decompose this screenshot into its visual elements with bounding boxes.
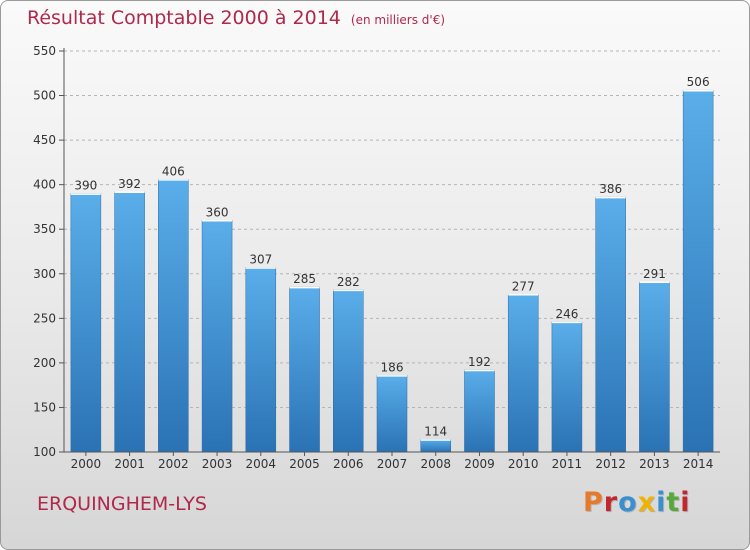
y-tick-label: 100: [33, 445, 56, 459]
x-tick-label: 2014: [683, 457, 714, 471]
x-tick-label: 2008: [420, 457, 451, 471]
bar-2011[interactable]: [551, 321, 583, 453]
x-tick-label: 2004: [246, 457, 277, 471]
bar-2004[interactable]: [245, 267, 277, 453]
x-tick-label: 2006: [333, 457, 364, 471]
bar-2007[interactable]: [376, 375, 408, 453]
proxiti-logo[interactable]: Proxiti: [583, 487, 691, 518]
logo-letter: r: [603, 487, 619, 518]
y-tick-label: 550: [33, 44, 56, 58]
bar-2014[interactable]: [682, 89, 714, 453]
x-tick-label: 2009: [464, 457, 495, 471]
bar-2010[interactable]: [507, 294, 539, 453]
bar-2008[interactable]: [420, 439, 451, 453]
x-tick-label: 2005: [289, 457, 320, 471]
y-tick-label: 500: [33, 89, 56, 103]
bar-2005[interactable]: [289, 286, 320, 453]
bar-value-label: 277: [512, 279, 535, 293]
y-tick-label: 400: [33, 178, 56, 192]
bar-value-label: 291: [643, 267, 666, 281]
bar-value-label: 282: [337, 275, 360, 289]
bar-value-label: 506: [687, 75, 710, 89]
y-tick-label: 200: [33, 356, 56, 370]
labels: 100 150 200 250 300 350 400 450 500 550 390 2000 392…: [33, 44, 713, 471]
bar-value-label: 307: [249, 253, 272, 267]
title-unit: (en milliers d'€): [350, 13, 446, 27]
y-tick-label: 450: [33, 133, 56, 147]
bar-value-label: 390: [74, 179, 97, 193]
y-tick-label: 150: [33, 400, 56, 414]
y-tick-label: 250: [33, 311, 56, 325]
city-name: ERQUINGHEM-LYS: [37, 493, 207, 515]
bar-value-label: 192: [468, 355, 491, 369]
logo-letter: x: [637, 487, 657, 518]
bars: [70, 89, 714, 453]
bar-2001[interactable]: [114, 191, 145, 453]
logo-letter: i: [656, 487, 667, 518]
bar-2009[interactable]: [464, 369, 495, 453]
logo-letter: P: [583, 487, 604, 518]
title-text: Résultat Comptable 2000 à 2014: [27, 7, 341, 29]
bar-2002[interactable]: [158, 179, 189, 453]
bar-2000[interactable]: [70, 193, 102, 453]
bar-2006[interactable]: [333, 289, 364, 453]
bar-value-label: 386: [599, 182, 622, 196]
x-tick-label: 2012: [595, 457, 626, 471]
bar-value-label: 360: [206, 205, 229, 219]
x-tick-label: 2010: [508, 457, 539, 471]
x-tick-label: 2007: [377, 457, 408, 471]
bar-value-label: 285: [293, 272, 316, 286]
bar-value-label: 246: [555, 307, 578, 321]
x-tick-label: 2013: [639, 457, 670, 471]
bar-value-label: 114: [424, 425, 447, 439]
bar-2013[interactable]: [639, 281, 670, 453]
logo-letter: t: [666, 487, 681, 518]
x-tick-label: 2011: [552, 457, 583, 471]
x-tick-label: 2002: [158, 457, 189, 471]
bar-value-label: 392: [118, 177, 141, 191]
axes: [59, 48, 720, 456]
x-tick-label: 2000: [71, 457, 102, 471]
y-tick-label: 300: [33, 267, 56, 281]
bar-2012[interactable]: [595, 196, 626, 453]
bar-value-label: 186: [381, 360, 404, 374]
bar-value-label: 406: [162, 164, 185, 178]
y-tick-label: 350: [33, 222, 56, 236]
chart-title: Résultat Comptable 2000 à 2014 (en millie…: [27, 7, 445, 29]
logo-letter: i: [680, 487, 691, 518]
x-tick-label: 2003: [202, 457, 233, 471]
logo-letter: o: [618, 487, 638, 518]
x-tick-label: 2001: [114, 457, 145, 471]
bar-2003[interactable]: [201, 220, 233, 453]
